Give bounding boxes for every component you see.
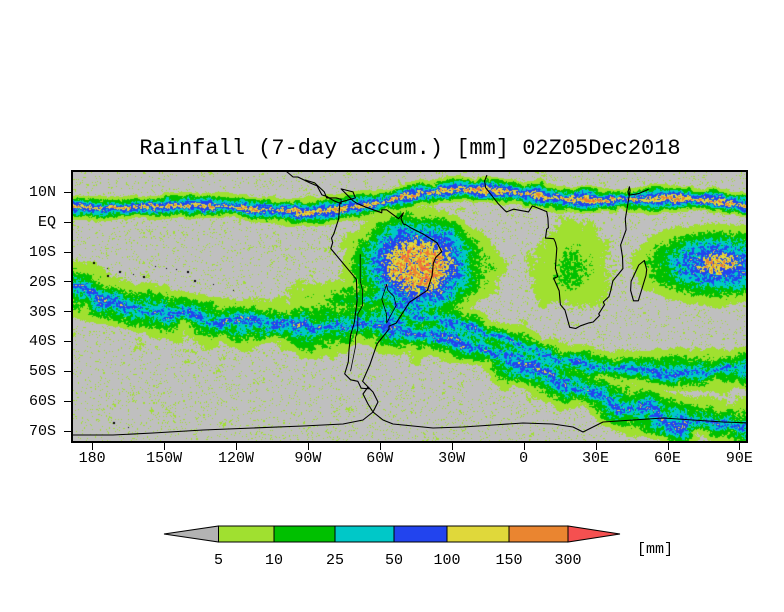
svg-text:50: 50 xyxy=(385,552,403,569)
svg-text:300: 300 xyxy=(554,552,581,569)
svg-text:5: 5 xyxy=(214,552,223,569)
svg-text:[mm]: [mm] xyxy=(637,541,673,558)
svg-text:10: 10 xyxy=(265,552,283,569)
svg-text:25: 25 xyxy=(326,552,344,569)
svg-text:150: 150 xyxy=(495,552,522,569)
svg-text:100: 100 xyxy=(433,552,460,569)
